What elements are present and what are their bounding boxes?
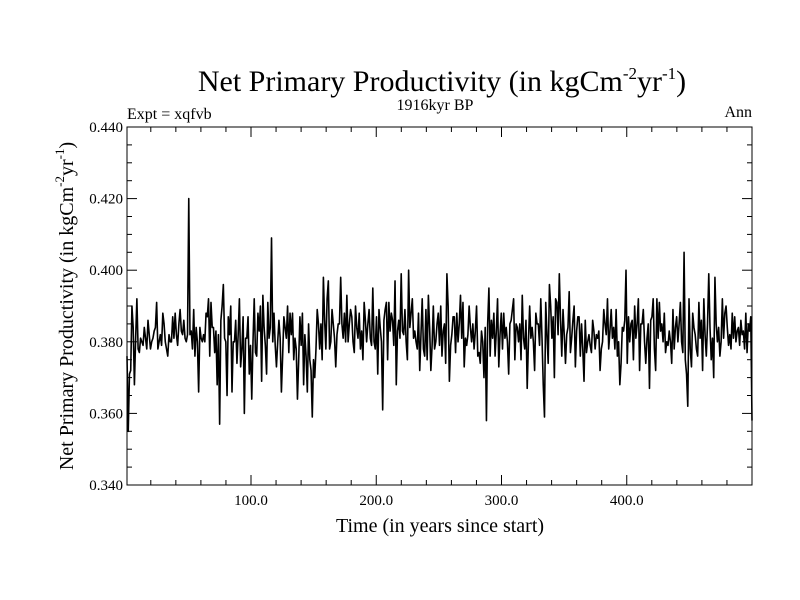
y-tick-label: 0.380 <box>89 335 123 351</box>
x-tick-label: 300.0 <box>485 493 519 509</box>
season-label: Ann <box>724 104 752 121</box>
y-tick-label: 0.440 <box>89 120 123 136</box>
y-axis-ticks <box>127 126 752 486</box>
y-tick-label: 0.420 <box>89 192 123 208</box>
period-label: 1916kyr BP <box>397 97 474 114</box>
y-axis-tick-labels: 0.340 0.360 0.380 0.400 0.420 0.440 <box>89 120 123 494</box>
series-group <box>126 197 753 433</box>
experiment-label: Expt = xqfvb <box>127 106 212 123</box>
y-tick-label: 0.400 <box>89 263 123 279</box>
plot-frame <box>126 126 753 486</box>
x-tick-label: 200.0 <box>359 493 393 509</box>
x-tick-label: 400.0 <box>610 493 644 509</box>
y-tick-label: 0.360 <box>89 406 123 422</box>
x-axis-tick-labels: 100.0 200.0 300.0 400.0 <box>234 493 644 509</box>
npp-series-line <box>126 197 753 433</box>
x-tick-label: 100.0 <box>234 493 268 509</box>
x-axis-label: Time (in years since start) <box>336 515 544 537</box>
chart-title: Net Primary Productivity (in kgCm-2yr-1) <box>198 64 686 98</box>
y-axis-label: Net Primary Productivity (in kgCm-2yr-1) <box>52 142 78 470</box>
y-tick-label: 0.340 <box>89 478 123 494</box>
x-axis-ticks <box>150 127 728 485</box>
